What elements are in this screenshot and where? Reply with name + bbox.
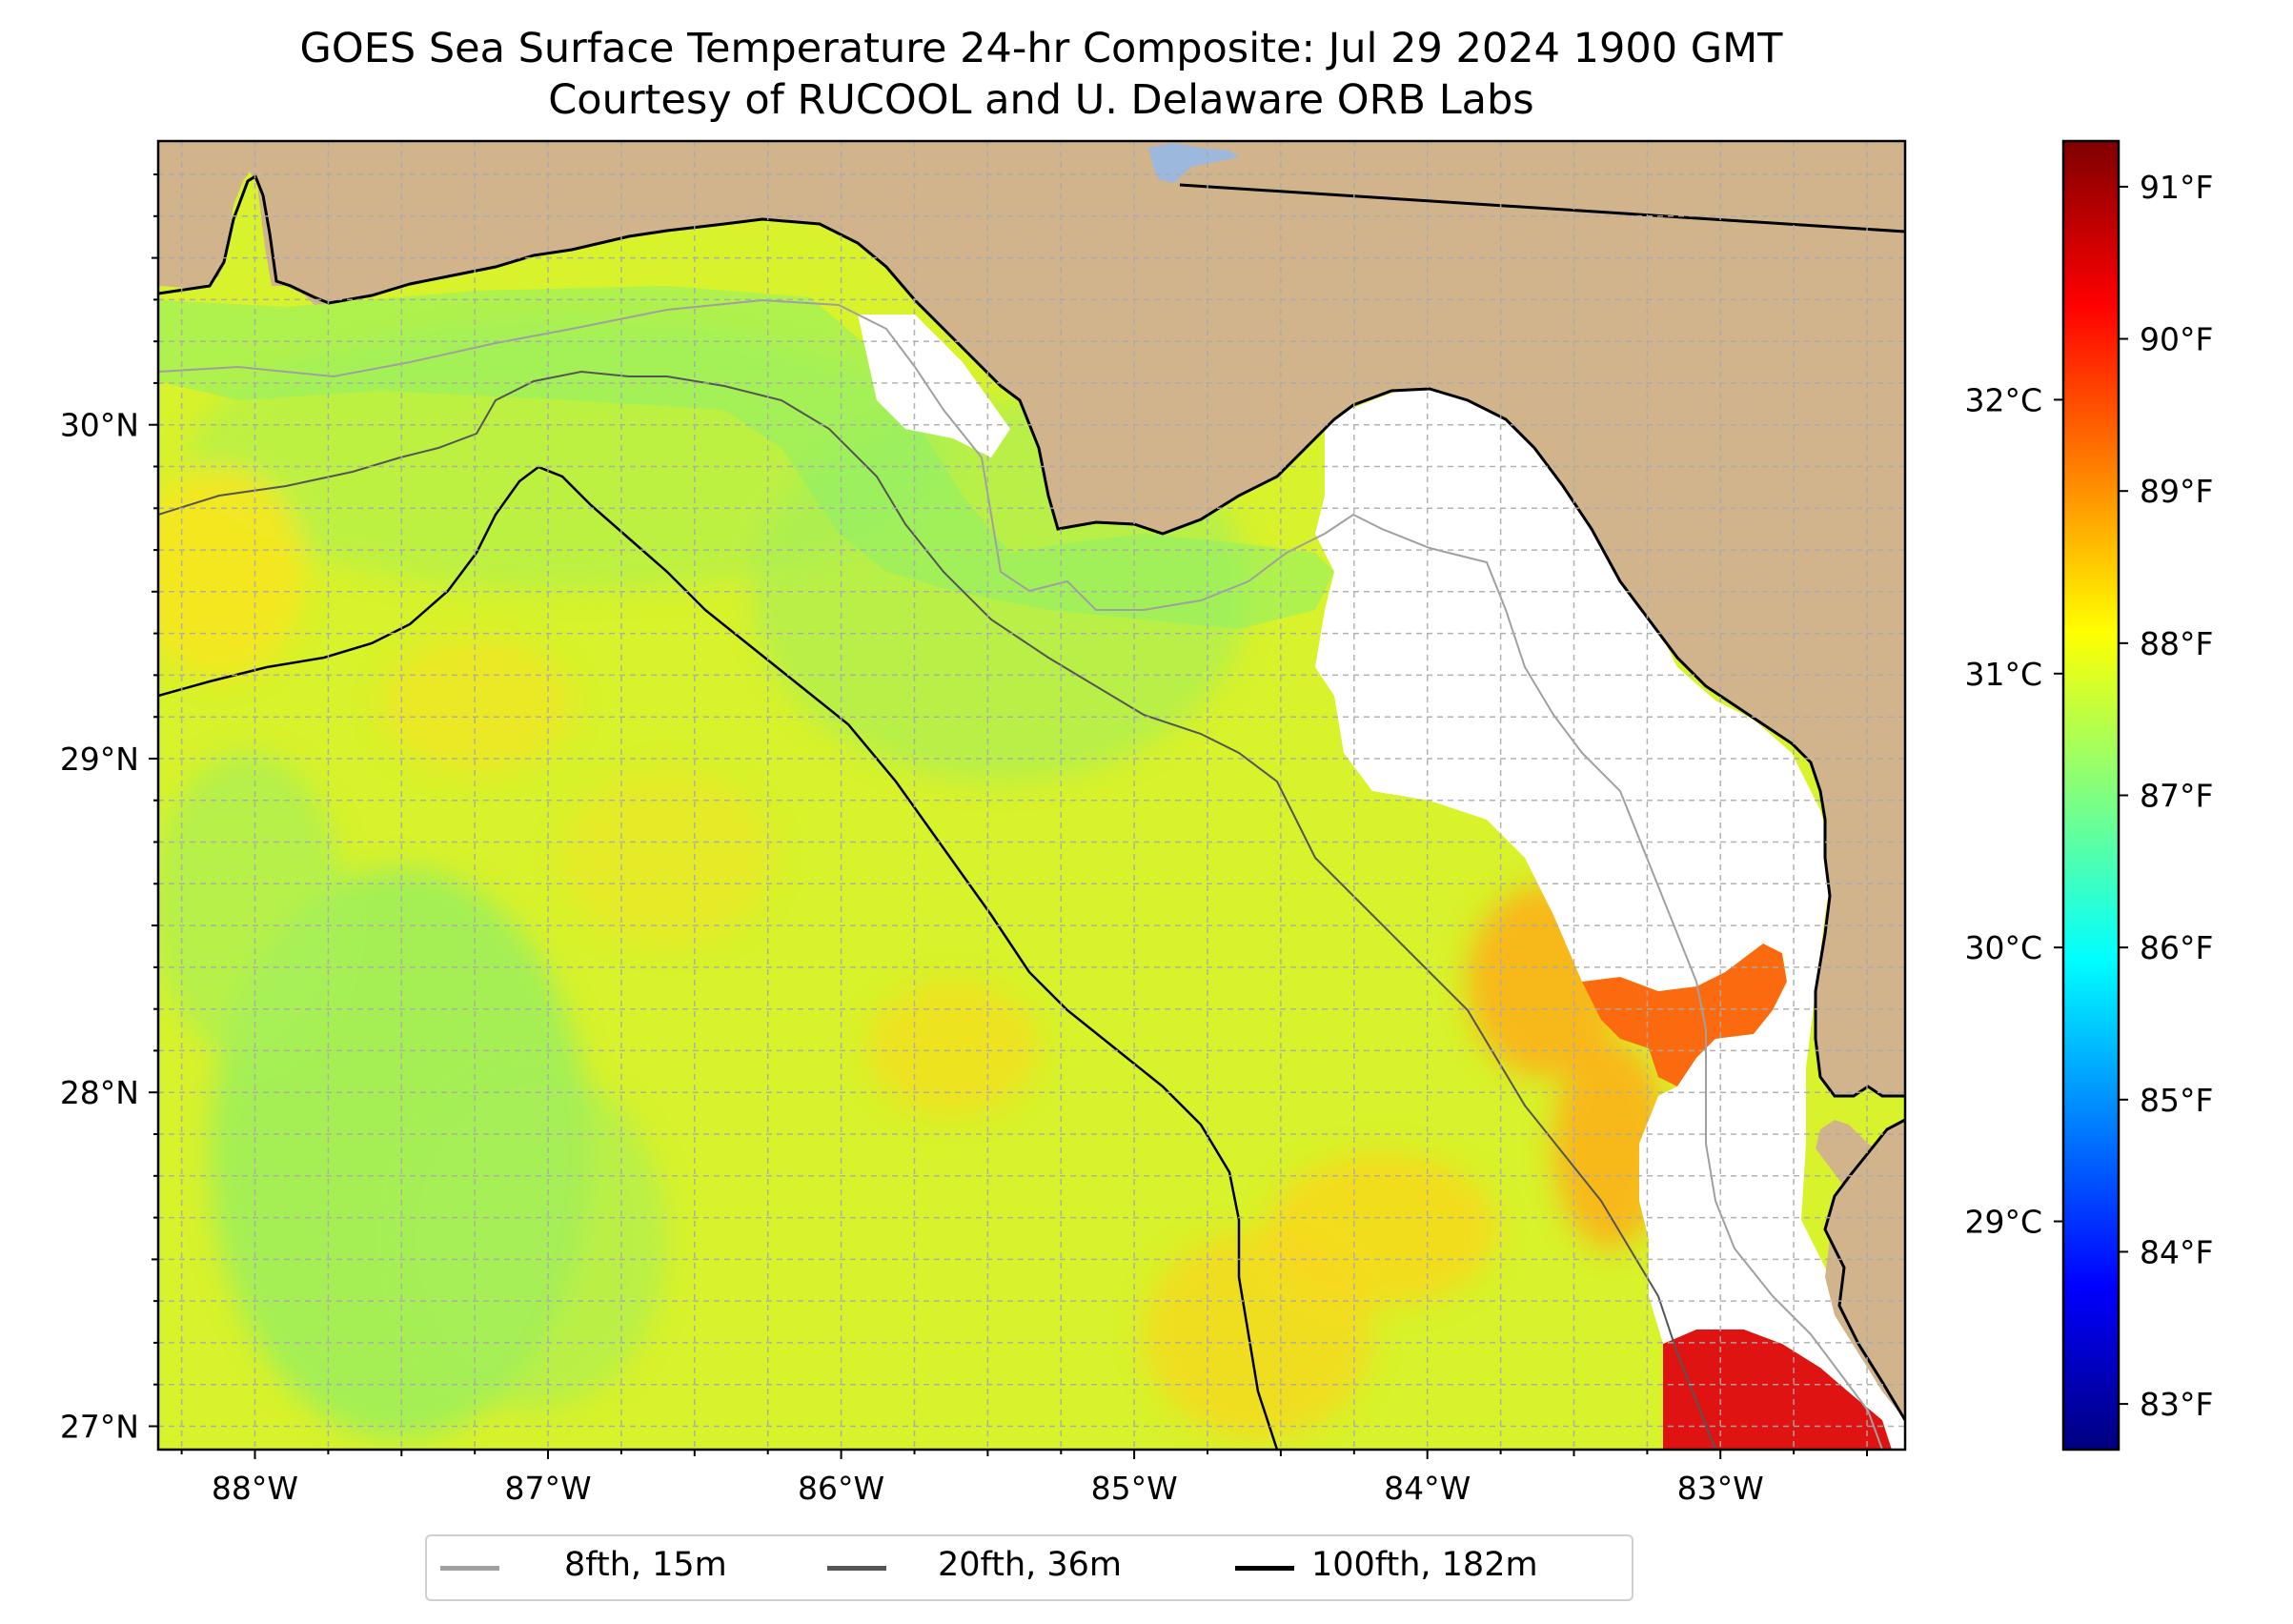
no-data-region xyxy=(1315,386,1905,1450)
colorbar-label-f: 90°F xyxy=(2140,321,2213,358)
colorbar-label-c: 30°C xyxy=(1964,929,2042,966)
colorbar-label-f: 89°F xyxy=(2140,473,2213,510)
y-tick-label: 30°N xyxy=(60,407,139,444)
y-tick-label: 28°N xyxy=(60,1074,139,1111)
colorbar-ticks: 83°F 84°F 85°F 86°F 87°F 88°F 89°F 90°F 91°F 29°C… xyxy=(1964,169,2213,1423)
no-data-bay xyxy=(858,315,1010,457)
colorbar-label-f: 83°F xyxy=(2140,1386,2213,1423)
x-tick-label: 86°W xyxy=(798,1470,884,1507)
map-area xyxy=(158,141,1905,1450)
colorbar-label-f: 85°F xyxy=(2140,1082,2213,1119)
x-tick-label: 87°W xyxy=(504,1470,591,1507)
legend-swatch-100fth xyxy=(1235,1566,1294,1571)
colorbar-label-c: 31°C xyxy=(1964,656,2042,693)
x-tick-label: 83°W xyxy=(1677,1470,1764,1507)
x-tick-label: 84°W xyxy=(1384,1470,1471,1507)
coastal-band xyxy=(158,286,1334,629)
colorbar-label-f: 86°F xyxy=(2140,929,2213,966)
legend-label-100fth: 100fth, 182m xyxy=(1311,1546,1538,1584)
legend-label-8fth: 8fth, 15m xyxy=(564,1546,727,1584)
colorbar-label-f: 88°F xyxy=(2140,625,2213,662)
colorbar-label-f: 87°F xyxy=(2140,778,2213,815)
legend-label-20fth: 20fth, 36m xyxy=(938,1546,1123,1584)
x-tick-label: 88°W xyxy=(212,1470,298,1507)
y-tick-label: 29°N xyxy=(60,741,139,778)
colorbar-label-f: 91°F xyxy=(2140,169,2213,206)
colorbar-label-c: 32°C xyxy=(1964,381,2042,418)
warm-pool xyxy=(1582,944,1787,1086)
x-tick-label: 85°W xyxy=(1091,1470,1178,1507)
legend-swatch-20fth xyxy=(827,1566,886,1571)
land xyxy=(158,141,1905,1420)
contour-20fth xyxy=(158,370,1716,1450)
axis-ticks: 88°W 87°W 86°W 85°W 84°W 83°W 27°N 28°N 29°N 30°N xyxy=(60,173,1868,1507)
legend: 8fth, 15m 20fth, 36m 100fth, 182m xyxy=(425,1534,1634,1601)
y-tick-label: 27°N xyxy=(60,1408,139,1445)
colorbar-label-c: 29°C xyxy=(1964,1204,2042,1241)
colorbar-label-f: 84°F xyxy=(2140,1233,2213,1270)
state-boundary xyxy=(1179,183,1905,233)
colorbar xyxy=(2061,139,2121,1451)
gridlines xyxy=(158,141,1905,1450)
coastline-south xyxy=(1823,1118,1905,1421)
contour-8fth xyxy=(158,298,1883,1450)
map-frame xyxy=(156,139,1907,1451)
contour-100fth xyxy=(158,465,1279,1450)
lake xyxy=(1148,143,1239,183)
chart-title: GOES Sea Surface Temperature 24-hr Compo… xyxy=(299,25,1783,72)
chart-subtitle: Courtesy of RUCOOL and U. Delaware ORB L… xyxy=(548,76,1534,124)
legend-swatch-8fth xyxy=(440,1566,499,1571)
